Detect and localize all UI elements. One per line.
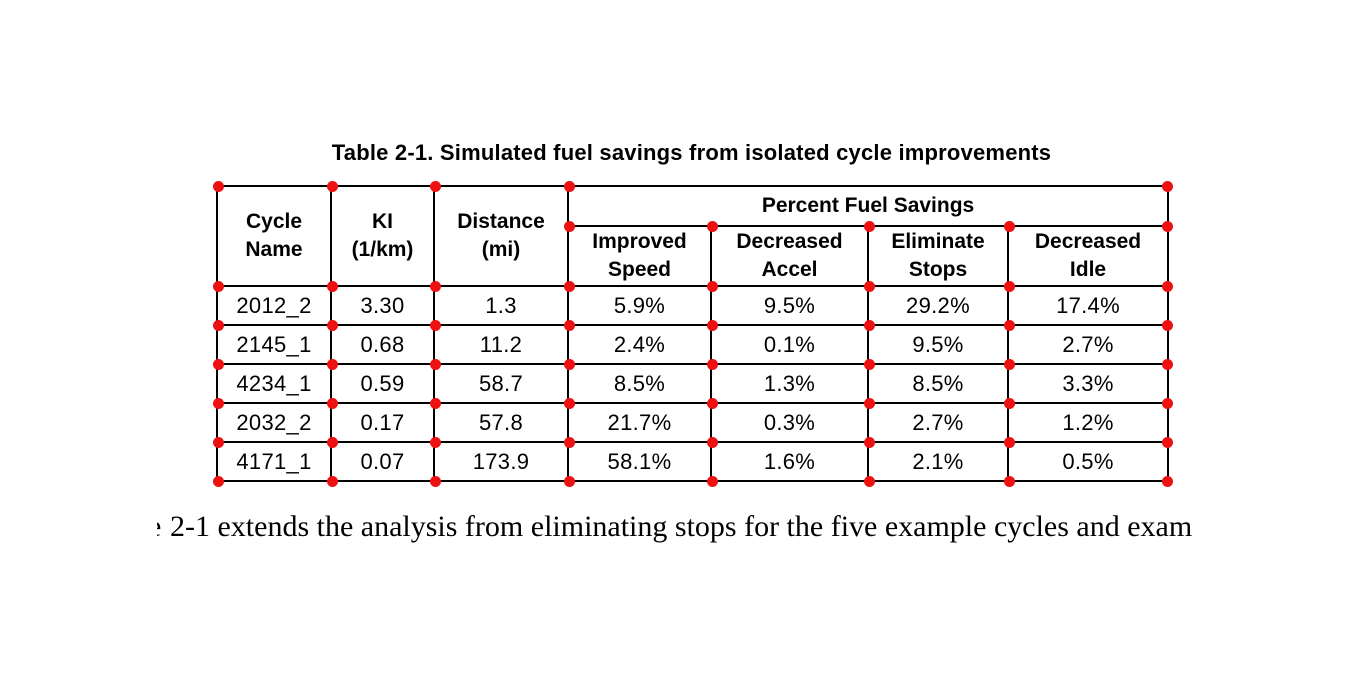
cell-cycle-name: 2145_1 (216, 324, 332, 365)
cell-decreased-idle: 2.7% (1006, 324, 1170, 365)
cell-cycle-name: 4171_1 (216, 441, 332, 482)
cell-cycle-name: 4234_1 (216, 363, 332, 404)
cell-decreased-idle: 17.4% (1006, 285, 1170, 326)
table-row: 4171_1 0.07 173.9 58.1% 1.6% 2.1% 0.5% (216, 441, 1170, 482)
cell-improved-speed: 8.5% (567, 363, 712, 404)
cell-improved-speed: 21.7% (567, 402, 712, 443)
cell-ki: 3.30 (330, 285, 435, 326)
cell-improved-speed: 58.1% (567, 441, 712, 482)
cell-improved-speed: 5.9% (567, 285, 712, 326)
body-paragraph-text: 2-1 extends the analysis from eliminatin… (170, 510, 1193, 543)
cell-distance: 1.3 (433, 285, 569, 326)
table-row: 4234_1 0.59 58.7 8.5% 1.3% 8.5% 3.3% (216, 363, 1170, 404)
cell-decreased-accel: 0.3% (710, 402, 869, 443)
cell-ki: 0.68 (330, 324, 435, 365)
table-caption: Table 2-1. Simulated fuel savings from i… (331, 140, 1052, 165)
cell-ki: 0.17 (330, 402, 435, 443)
cell-cycle-name: 2032_2 (216, 402, 332, 443)
cell-improved-speed: 2.4% (567, 324, 712, 365)
table-row: 2032_2 0.17 57.8 21.7% 0.3% 2.7% 1.2% (216, 402, 1170, 443)
col-header-decreased-accel: Decreased Accel (710, 225, 869, 287)
cell-decreased-accel: 0.1% (710, 324, 869, 365)
cell-distance: 173.9 (433, 441, 569, 482)
col-header-improved-speed: Improved Speed (567, 225, 712, 287)
cell-eliminate-stops: 8.5% (867, 363, 1009, 404)
cell-ki: 0.07 (330, 441, 435, 482)
cell-decreased-idle: 3.3% (1006, 363, 1170, 404)
cell-ki: 0.59 (330, 363, 435, 404)
table-row: 2145_1 0.68 11.2 2.4% 0.1% 9.5% 2.7% (216, 324, 1170, 365)
cell-cycle-name: 2012_2 (216, 285, 332, 326)
col-header-decreased-idle: Decreased Idle (1006, 225, 1170, 287)
cell-eliminate-stops: 29.2% (867, 285, 1009, 326)
cell-eliminate-stops: 2.1% (867, 441, 1009, 482)
cell-decreased-accel: 1.6% (710, 441, 869, 482)
table-subheader-row: Improved Speed Decreased Accel Eliminate… (217, 225, 1170, 287)
col-header-distance: Distance (mi) (433, 185, 569, 287)
cell-eliminate-stops: 2.7% (867, 402, 1009, 443)
fuel-savings-table: Cycle Name KI (1/km) Distance (mi) Perce… (216, 185, 1170, 482)
cell-eliminate-stops: 9.5% (867, 324, 1009, 365)
cell-distance: 11.2 (433, 324, 569, 365)
cell-distance: 58.7 (433, 363, 569, 404)
cell-distance: 57.8 (433, 402, 569, 443)
cell-decreased-idle: 1.2% (1006, 402, 1170, 443)
col-header-ki: KI (1/km) (330, 185, 435, 287)
body-paragraph: e2-1 extends the analysis from eliminati… (157, 510, 1192, 544)
col-header-group-percent-fuel-savings: Percent Fuel Savings (566, 185, 1170, 227)
cell-decreased-idle: 0.5% (1006, 441, 1170, 482)
cell-decreased-accel: 9.5% (710, 285, 869, 326)
table-header-row: Cycle Name KI (1/km) Distance (mi) Perce… (216, 185, 1170, 287)
clipped-character: e (157, 510, 163, 544)
col-header-eliminate-stops: Eliminate Stops (867, 225, 1009, 287)
col-header-cycle-name: Cycle Name (216, 185, 332, 287)
table-container: Cycle Name KI (1/km) Distance (mi) Perce… (216, 185, 1170, 482)
cell-decreased-accel: 1.3% (710, 363, 869, 404)
table-row: 2012_2 3.30 1.3 5.9% 9.5% 29.2% 17.4% (216, 285, 1170, 326)
